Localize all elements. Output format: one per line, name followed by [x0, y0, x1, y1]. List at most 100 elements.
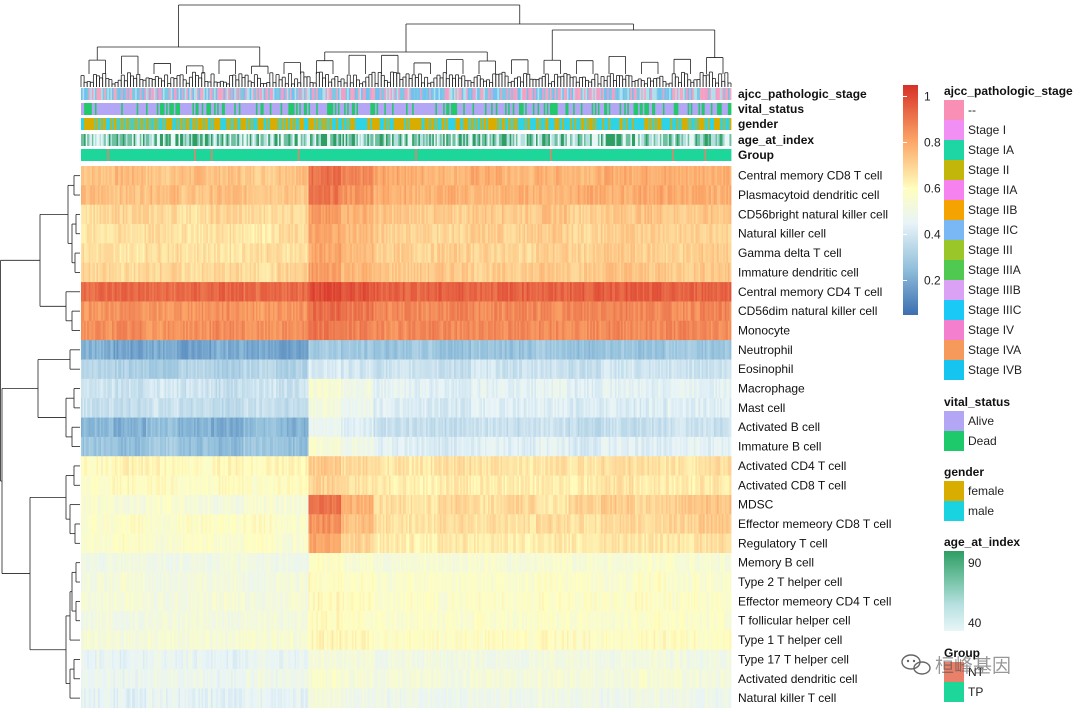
heatmap-cell	[594, 204, 597, 225]
heatmap-cell	[497, 204, 500, 225]
heatmap-cell	[150, 224, 153, 244]
annotation-cell	[142, 103, 145, 115]
annotation-cell	[279, 88, 282, 100]
heatmap-cell	[170, 185, 173, 205]
annotation-cell	[243, 88, 246, 100]
annotation-cell	[690, 149, 693, 161]
heatmap-cell	[619, 204, 622, 225]
annotation-cell	[104, 149, 107, 161]
annotation-cell	[387, 134, 390, 146]
annotation-cell	[144, 134, 147, 146]
annotation-cell	[409, 118, 412, 130]
annotation-cell	[169, 149, 172, 161]
annotation-cell	[611, 103, 614, 115]
heatmap-cell	[124, 204, 127, 225]
annotation-cell	[252, 118, 255, 130]
heatmap-cell	[266, 185, 269, 205]
heatmap-cell	[200, 224, 203, 244]
annotation-cell	[532, 103, 535, 115]
heatmap-cell	[709, 166, 712, 186]
annotation-cell	[178, 118, 181, 130]
heatmap-cell	[381, 185, 384, 205]
heatmap-cell	[670, 185, 673, 205]
heatmap-cell	[136, 185, 139, 205]
annotation-cell	[563, 88, 566, 100]
heatmap-cell	[673, 166, 676, 186]
heatmap-cell	[252, 166, 255, 186]
heatmap-cell	[149, 185, 152, 205]
annotation-cell	[461, 118, 464, 130]
heatmap-cell	[458, 204, 461, 225]
annotation-cell	[621, 88, 624, 100]
heatmap-cell	[607, 185, 610, 205]
annotation-cell	[608, 103, 611, 115]
heatmap-cell	[712, 166, 715, 186]
annotation-cell	[444, 88, 447, 100]
annotation-cell	[399, 134, 402, 146]
annotation-cell	[539, 103, 542, 115]
annotation-cell	[308, 103, 311, 115]
heatmap-cell	[562, 185, 565, 205]
annotation-cell	[509, 88, 512, 100]
heatmap-cell	[472, 204, 475, 225]
heatmap-cell	[323, 166, 326, 186]
annotation-cell	[362, 118, 365, 130]
annotation-cell	[291, 149, 294, 161]
annotation-cell	[474, 118, 477, 130]
annotation-cell	[622, 88, 625, 100]
heatmap-cell	[132, 204, 135, 225]
annotation-cell	[104, 103, 107, 115]
heatmap-cell	[684, 185, 687, 205]
annotation-cell	[557, 118, 560, 130]
heatmap-cell	[388, 204, 391, 225]
annotation-cell	[147, 118, 150, 130]
heatmap-cell	[407, 166, 410, 186]
annotation-cell	[147, 103, 150, 115]
annotation-cell	[495, 88, 498, 100]
annotation-cell	[323, 118, 326, 130]
annotation-cell	[457, 149, 460, 161]
heatmap-cell	[127, 224, 130, 244]
annotation-cell	[599, 118, 602, 130]
annotation-cell	[254, 118, 257, 130]
heatmap-cell	[330, 166, 333, 186]
annotation-cell	[91, 118, 94, 130]
annotation-cell	[269, 88, 272, 100]
annotation-cell	[197, 134, 200, 146]
heatmap-cell	[283, 166, 286, 186]
heatmap-cell	[241, 166, 244, 186]
heatmap-cell	[698, 185, 701, 205]
annotation-cell	[373, 118, 376, 130]
heatmap-cell	[209, 224, 212, 244]
heatmap-cell	[484, 166, 487, 186]
heatmap-cell	[351, 185, 354, 205]
heatmap-cell	[209, 185, 212, 205]
annotation-cell	[695, 118, 698, 130]
heatmap-cell	[217, 185, 220, 205]
heatmap-cell	[330, 185, 333, 205]
heatmap-cell	[460, 224, 463, 244]
heatmap-cell	[296, 166, 299, 186]
heatmap-cell	[234, 166, 237, 186]
heatmap-cell	[409, 166, 412, 186]
heatmap-cell	[189, 166, 192, 186]
heatmap-cell	[260, 204, 263, 225]
annotation-cell	[209, 103, 212, 115]
annotation-cell	[410, 88, 413, 100]
annotation-cell	[226, 134, 229, 146]
annotation-cell	[605, 134, 608, 146]
annotation-cell	[514, 88, 517, 100]
heatmap-cell	[107, 204, 110, 225]
annotation-cell	[566, 118, 569, 130]
annotation-cell	[453, 134, 456, 146]
annotation-cell	[229, 118, 232, 130]
heatmap-cell	[119, 185, 122, 205]
annotation-cell	[186, 88, 189, 100]
annotation-cell	[501, 118, 504, 130]
annotation-cell	[186, 118, 189, 130]
annotation-cell	[525, 88, 528, 100]
heatmap-cell	[703, 166, 706, 186]
annotation-cell	[627, 88, 630, 100]
annotation-cell	[81, 88, 83, 100]
annotation-cell	[667, 118, 670, 130]
